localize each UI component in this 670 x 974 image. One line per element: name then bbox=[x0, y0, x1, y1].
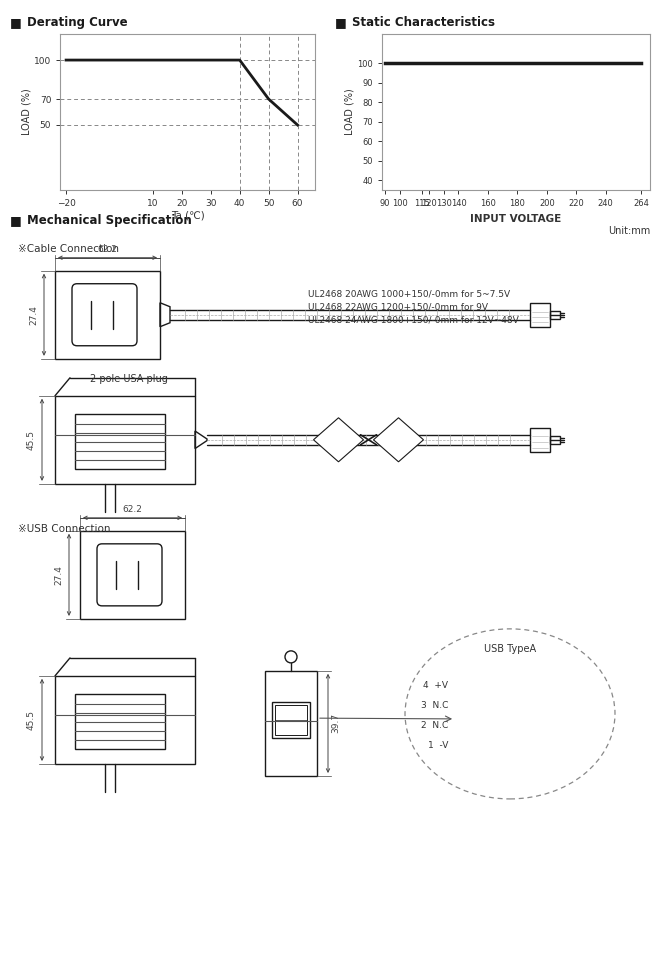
Bar bbox=[525, 695, 537, 714]
Ellipse shape bbox=[405, 629, 615, 799]
Bar bbox=[465, 728, 477, 742]
Bar bbox=[485, 695, 497, 714]
X-axis label: INPUT VOLTAGE: INPUT VOLTAGE bbox=[470, 213, 561, 223]
Bar bbox=[530, 428, 550, 452]
Bar bbox=[461, 682, 549, 756]
Text: 45.5: 45.5 bbox=[27, 430, 36, 450]
Text: UL2468 24AWG 1800+150/-0mm for 12V~48V: UL2468 24AWG 1800+150/-0mm for 12V~48V bbox=[308, 316, 519, 324]
Bar bbox=[80, 531, 185, 618]
Text: 4  +V: 4 +V bbox=[423, 682, 448, 691]
X-axis label: Ta (℃): Ta (℃) bbox=[171, 210, 204, 221]
Text: 62.2: 62.2 bbox=[98, 244, 117, 253]
Text: 2 pole USA plug: 2 pole USA plug bbox=[90, 374, 168, 384]
Bar bbox=[272, 702, 310, 738]
Text: 45.5: 45.5 bbox=[27, 710, 36, 730]
Bar bbox=[485, 728, 497, 742]
Polygon shape bbox=[314, 418, 364, 462]
Bar bbox=[550, 435, 560, 444]
Text: 39.7: 39.7 bbox=[331, 713, 340, 733]
Text: Derating Curve: Derating Curve bbox=[27, 16, 127, 29]
Bar bbox=[75, 414, 165, 468]
Text: ■: ■ bbox=[10, 213, 22, 227]
Text: Mechanical Specification: Mechanical Specification bbox=[27, 213, 192, 227]
Text: UL2468 22AWG 1200+150/-0mm for 9V: UL2468 22AWG 1200+150/-0mm for 9V bbox=[308, 302, 488, 312]
Text: ■: ■ bbox=[10, 16, 22, 29]
Text: 3  N.C: 3 N.C bbox=[421, 701, 448, 710]
Bar bbox=[530, 303, 550, 326]
Text: UL2468 20AWG 1000+150/-0mm for 5~7.5V: UL2468 20AWG 1000+150/-0mm for 5~7.5V bbox=[308, 289, 510, 298]
Y-axis label: LOAD (%): LOAD (%) bbox=[21, 89, 31, 135]
Text: 1  -V: 1 -V bbox=[427, 741, 448, 750]
Text: Static Characteristics: Static Characteristics bbox=[352, 16, 494, 29]
Bar bbox=[505, 695, 517, 714]
Text: Unit:mm: Unit:mm bbox=[608, 226, 650, 236]
Text: ■: ■ bbox=[335, 16, 347, 29]
Text: 27.4: 27.4 bbox=[54, 565, 63, 584]
Bar bbox=[55, 676, 195, 764]
Text: 2  N.C: 2 N.C bbox=[421, 722, 448, 730]
Bar bbox=[265, 671, 317, 776]
Text: ※USB Connection: ※USB Connection bbox=[18, 524, 111, 534]
Bar bbox=[275, 705, 307, 735]
Polygon shape bbox=[373, 418, 423, 462]
Bar bbox=[505, 728, 517, 742]
Bar bbox=[55, 271, 160, 358]
Bar bbox=[550, 311, 560, 318]
Bar bbox=[525, 728, 537, 742]
Y-axis label: LOAD (%): LOAD (%) bbox=[344, 89, 354, 135]
Text: 27.4: 27.4 bbox=[29, 305, 38, 324]
Bar bbox=[455, 674, 555, 764]
Bar bbox=[55, 395, 195, 484]
Bar bbox=[75, 693, 165, 749]
Text: ※Cable Connection: ※Cable Connection bbox=[18, 244, 119, 253]
Text: USB TypeA: USB TypeA bbox=[484, 644, 536, 654]
Bar bbox=[465, 695, 477, 714]
Text: 62.2: 62.2 bbox=[123, 505, 143, 514]
